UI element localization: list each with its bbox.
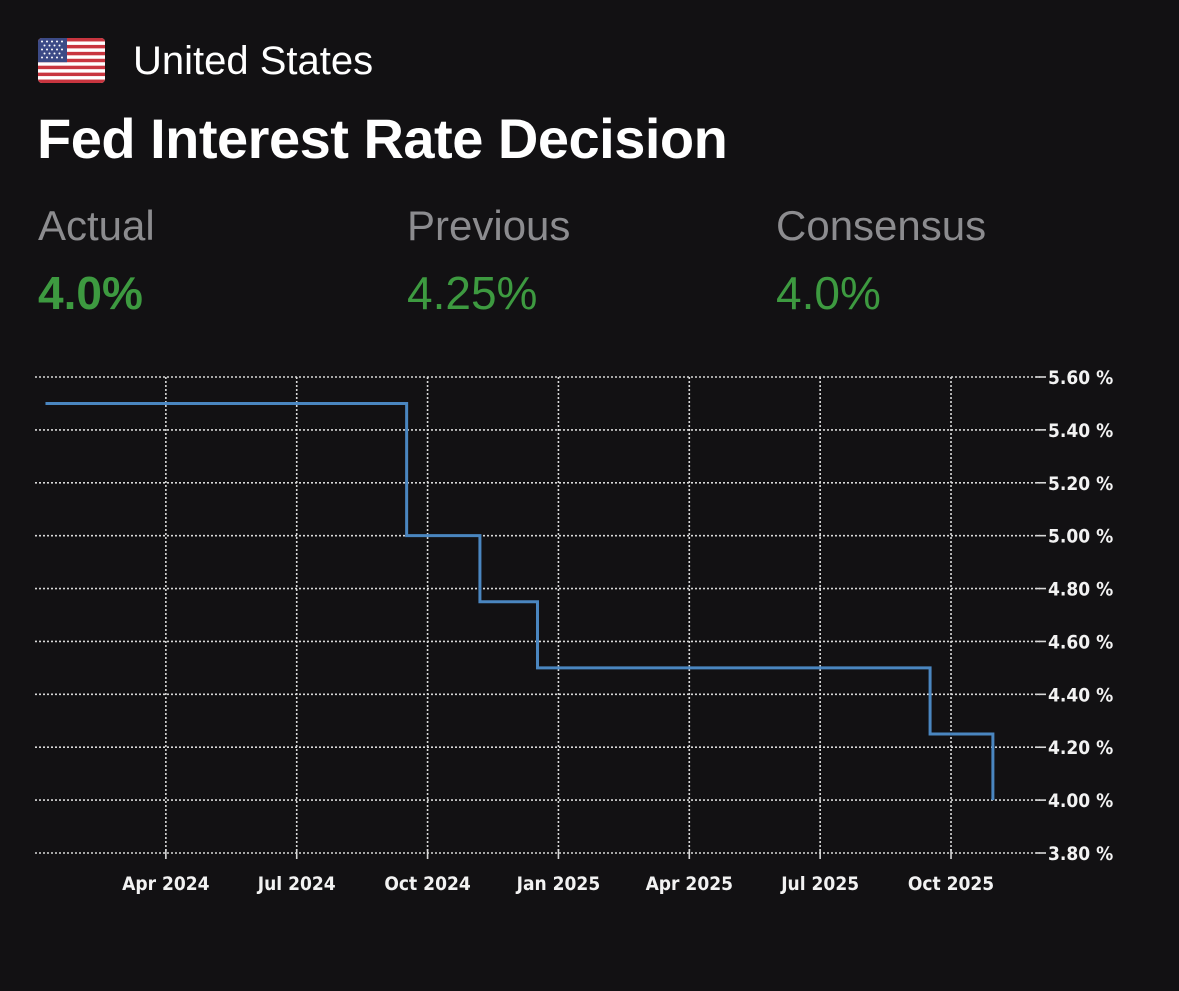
- x-tick-label: Oct 2024: [384, 873, 470, 895]
- page-title: Fed Interest Rate Decision: [37, 107, 728, 170]
- chart-grid: [35, 376, 1046, 859]
- x-tick-label: Apr 2025: [646, 873, 733, 895]
- y-tick-label: 4.20 %: [1048, 737, 1113, 759]
- y-tick-label: 5.40 %: [1048, 420, 1113, 442]
- stat-actual: Actual 4.0%: [38, 200, 378, 320]
- stat-consensus: Consensus 4.0%: [776, 200, 1116, 320]
- x-tick-label: Jul 2024: [257, 873, 336, 895]
- y-tick-label: 4.40 %: [1048, 684, 1113, 706]
- us-flag-icon: [38, 38, 105, 83]
- y-tick-label: 3.80 %: [1048, 843, 1113, 865]
- stat-consensus-value: 4.0%: [776, 267, 881, 319]
- series-line: [45, 401, 995, 801]
- stat-previous-value: 4.25%: [407, 267, 538, 319]
- chart-tick-labels: 5.60 % 5.40 % 5.20 % 5.00 % 4.80 % 4.60 % 4.40…: [122, 367, 1113, 895]
- country-name: United States: [133, 39, 374, 83]
- x-tick-label: Apr 2024: [122, 873, 210, 895]
- stat-consensus-label: Consensus: [776, 202, 987, 249]
- x-tick-label: Oct 2025: [908, 873, 994, 895]
- y-tick-label: 4.00 %: [1048, 790, 1113, 812]
- stat-actual-value: 4.0%: [38, 267, 143, 319]
- y-tick-label: 4.60 %: [1048, 631, 1113, 653]
- stat-previous-label: Previous: [407, 202, 571, 249]
- x-tick-label: Jul 2025: [780, 873, 859, 895]
- y-tick-label: 5.20 %: [1048, 473, 1113, 495]
- y-tick-label: 5.00 %: [1048, 526, 1113, 548]
- chart-series: [45, 401, 995, 801]
- rate-chart: 5.60 % 5.40 % 5.20 % 5.00 % 4.80 % 4.60 % 4.40…: [35, 367, 1113, 895]
- x-tick-label: Jan 2025: [516, 873, 601, 895]
- stat-previous: Previous 4.25%: [407, 200, 747, 320]
- y-tick-label: 5.60 %: [1048, 367, 1113, 389]
- y-tick-label: 4.80 %: [1048, 579, 1113, 601]
- stat-actual-label: Actual: [38, 202, 155, 249]
